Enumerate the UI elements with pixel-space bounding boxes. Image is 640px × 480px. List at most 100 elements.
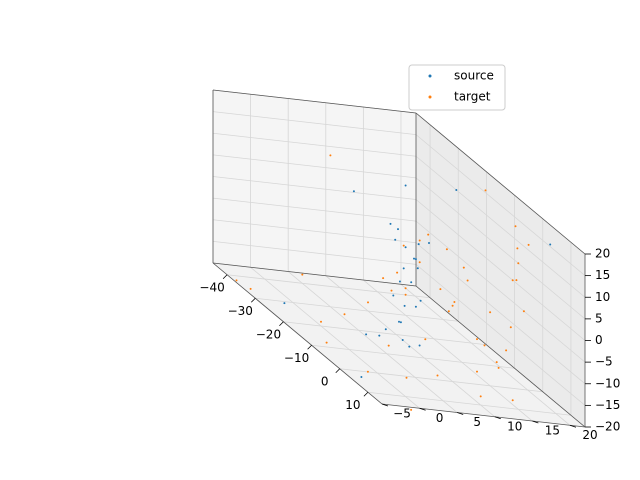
- target-point: [325, 341, 328, 344]
- target-point: [483, 344, 486, 347]
- source-point: [419, 299, 422, 302]
- source-point: [392, 294, 395, 297]
- target-point: [517, 262, 520, 265]
- target-point: [367, 301, 369, 304]
- x-gridline: [311, 344, 515, 369]
- x-tick: [335, 368, 341, 374]
- source-point: [394, 238, 397, 241]
- source-point: [378, 334, 381, 337]
- target-point: [439, 288, 442, 291]
- target-point: [462, 266, 465, 269]
- target-point: [343, 313, 346, 316]
- z-tick-label: −15: [595, 398, 620, 412]
- y-tick-label: 15: [545, 424, 560, 438]
- target-point: [404, 287, 407, 290]
- target-point: [366, 370, 369, 373]
- y-tick-label: −5: [393, 407, 411, 421]
- z-gridline: [212, 111, 417, 136]
- axis-edge: [212, 262, 417, 287]
- x-tick-label: −20: [256, 327, 281, 341]
- source-point: [408, 345, 411, 348]
- target-point: [495, 361, 498, 364]
- target-point: [387, 344, 390, 347]
- legend-frame: [408, 64, 506, 111]
- x-tick-label: 10: [345, 398, 360, 412]
- target-point: [405, 376, 408, 379]
- target-point: [418, 239, 421, 242]
- target-point: [320, 320, 322, 323]
- target-point: [404, 293, 407, 296]
- source-point: [418, 344, 421, 347]
- target-point: [436, 374, 439, 377]
- z-gridline: [415, 199, 586, 341]
- source-point: [414, 258, 417, 261]
- y-tick-label: 5: [473, 415, 481, 429]
- target-point: [390, 289, 393, 292]
- x-gridline: [227, 274, 431, 299]
- target-point: [301, 273, 304, 276]
- axis-edge: [415, 112, 586, 255]
- z-gridline: [415, 264, 586, 406]
- y-axis: −5 0 5 10 15 20: [381, 403, 598, 442]
- target-point: [249, 287, 252, 290]
- source-point: [365, 333, 368, 336]
- z-gridline: [212, 219, 417, 244]
- target-point: [522, 310, 525, 313]
- target-point: [382, 277, 385, 280]
- y-tick: [532, 420, 539, 424]
- series-source: [283, 184, 552, 378]
- z-gridline: [212, 132, 417, 157]
- target-point: [445, 248, 448, 251]
- target-point: [424, 338, 427, 341]
- source-point: [397, 228, 399, 231]
- z-gridline: [415, 242, 586, 385]
- x-tick-label: −30: [228, 304, 253, 318]
- source-point: [403, 304, 406, 307]
- z-tick-label: 0: [595, 333, 603, 347]
- z-gridline: [212, 197, 417, 222]
- target-point: [447, 310, 450, 313]
- z-gridline: [212, 240, 417, 265]
- x-tick: [250, 297, 256, 303]
- z-axis: −20 −15 −10 −5 0 5 10 15 20: [585, 247, 620, 434]
- y-gridline: [400, 283, 571, 426]
- target-point: [497, 366, 500, 369]
- z-gridline: [415, 134, 586, 276]
- target-point: [410, 408, 413, 411]
- axes-grid: [212, 89, 586, 428]
- source-point: [404, 246, 407, 249]
- source-point: [283, 302, 286, 305]
- x-tick-label: 0: [321, 374, 329, 388]
- series-target: [235, 154, 530, 411]
- target-point: [484, 189, 487, 192]
- y-gridline: [287, 271, 458, 413]
- target-point: [402, 244, 405, 247]
- target-point: [418, 261, 421, 264]
- y-gridline: [325, 275, 496, 418]
- y-gridline: [250, 266, 420, 409]
- z-tick-label: 10: [595, 290, 610, 304]
- target-point: [235, 279, 238, 282]
- y-tick: [457, 412, 464, 415]
- target-point: [511, 399, 514, 402]
- source-point: [398, 280, 401, 283]
- target-point: [511, 279, 514, 282]
- y-tick-label: 20: [582, 428, 597, 442]
- source-point: [549, 243, 552, 246]
- target-point: [476, 370, 478, 373]
- z-gridline: [415, 177, 586, 320]
- source-point: [455, 189, 458, 191]
- x-tick: [279, 321, 284, 327]
- y-tick-label: 10: [507, 419, 522, 433]
- target-point: [516, 247, 519, 250]
- axis-edge: [212, 262, 383, 405]
- legend-label-target: target: [454, 90, 491, 104]
- source-point: [404, 184, 407, 187]
- axis-edge: [381, 403, 586, 428]
- z-tick-label: −10: [595, 376, 620, 390]
- source-point: [414, 305, 417, 308]
- legend-marker-target: [428, 95, 432, 99]
- y-tick-label: 0: [436, 411, 444, 425]
- target-point: [505, 349, 508, 352]
